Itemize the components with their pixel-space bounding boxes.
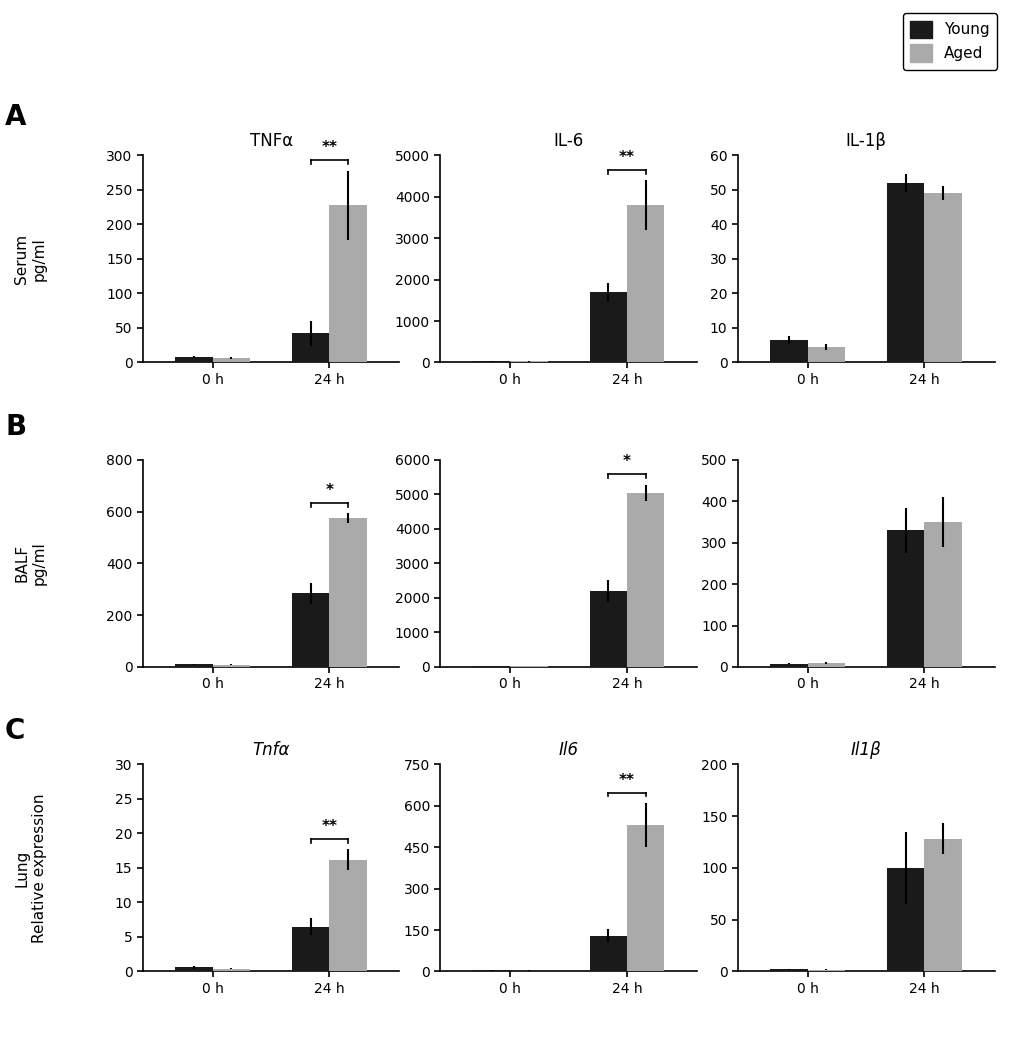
Bar: [473, 361, 510, 362]
Bar: [589, 292, 627, 362]
Text: **: **: [321, 819, 337, 834]
Bar: [807, 970, 845, 971]
Text: Tnfα: Tnfα: [252, 741, 289, 759]
Bar: [213, 969, 250, 971]
Text: IL-6: IL-6: [553, 132, 583, 150]
Text: A: A: [5, 103, 26, 131]
Bar: [291, 593, 329, 667]
Bar: [175, 967, 213, 971]
Bar: [175, 357, 213, 362]
Text: *: *: [325, 483, 333, 498]
Bar: [627, 825, 663, 971]
Bar: [329, 860, 367, 971]
Bar: [807, 663, 845, 667]
Text: IL-1β: IL-1β: [845, 132, 886, 150]
Text: *: *: [623, 455, 631, 469]
Bar: [473, 970, 510, 971]
Bar: [589, 936, 627, 971]
Bar: [291, 926, 329, 971]
Bar: [175, 665, 213, 667]
Bar: [627, 492, 663, 667]
Bar: [923, 522, 961, 667]
Text: **: **: [321, 140, 337, 155]
Bar: [887, 183, 923, 362]
Bar: [887, 868, 923, 971]
Text: C: C: [5, 717, 25, 746]
Text: BALF
pg/ml: BALF pg/ml: [14, 542, 47, 585]
Text: B: B: [5, 413, 26, 441]
Bar: [213, 358, 250, 362]
Bar: [589, 591, 627, 667]
Text: **: **: [619, 150, 635, 165]
Text: Serum
pg/ml: Serum pg/ml: [14, 234, 47, 284]
Text: Il6: Il6: [558, 741, 578, 759]
Bar: [923, 839, 961, 971]
Bar: [887, 530, 923, 667]
Text: Il1β: Il1β: [850, 741, 880, 759]
Bar: [923, 193, 961, 362]
Bar: [627, 205, 663, 362]
Bar: [329, 518, 367, 667]
Bar: [769, 969, 807, 971]
Legend: Young, Aged: Young, Aged: [902, 13, 997, 69]
Bar: [769, 340, 807, 362]
Text: **: **: [619, 773, 635, 788]
Text: TNFα: TNFα: [250, 132, 292, 150]
Bar: [329, 205, 367, 362]
Bar: [291, 334, 329, 362]
Text: Lung
Relative expression: Lung Relative expression: [14, 793, 47, 943]
Bar: [769, 664, 807, 667]
Bar: [213, 665, 250, 667]
Bar: [807, 346, 845, 362]
